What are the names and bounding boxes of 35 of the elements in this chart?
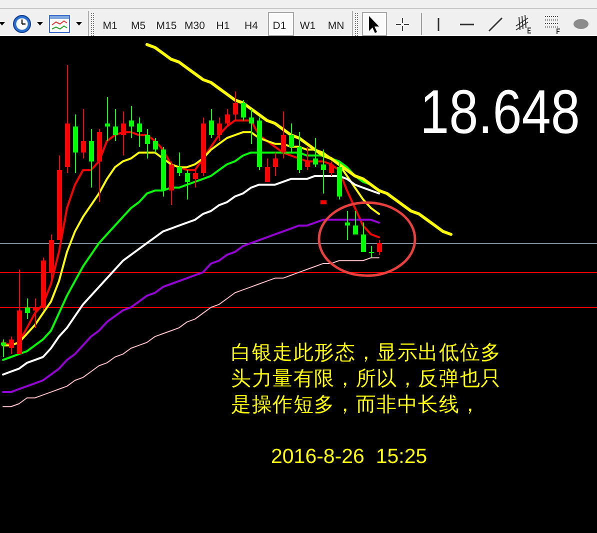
text: M15 [156,20,177,32]
text: MN [328,20,344,32]
text: 2016-8-26 15:25 [271,445,428,468]
candlestick [153,138,158,154]
candlestick [209,108,214,138]
text: D1 [272,20,286,32]
candlestick [369,246,374,258]
candlestick [81,108,86,159]
candlestick [353,210,358,235]
candlestick [361,222,366,252]
text: M5 [130,20,146,32]
candlestick [145,128,150,159]
candlestick [113,108,118,142]
text: M30 [184,20,206,32]
candlestick [305,146,310,171]
text: W1 [300,20,316,32]
candlestick [105,96,110,142]
text: M1 [102,20,118,32]
candlestick [265,158,270,182]
candlestick [89,128,94,188]
candlestick [25,298,30,320]
annotation: 白银走此形态，显示出低位多头力量有限，所以，反弹也只是操作短多，而非中长线， [231,339,502,417]
candlestick [137,117,142,148]
candlestick [249,108,254,144]
candlestick [329,160,334,176]
candlestick [273,152,278,176]
text: H1 [216,20,230,32]
text: H4 [244,20,258,32]
candlestick [345,210,350,241]
annotation: 18.648 [420,78,597,147]
candlestick [185,170,190,200]
candlestick [193,170,198,188]
candlestick [129,105,134,138]
candlestick [177,152,182,176]
candlestick [241,100,246,121]
